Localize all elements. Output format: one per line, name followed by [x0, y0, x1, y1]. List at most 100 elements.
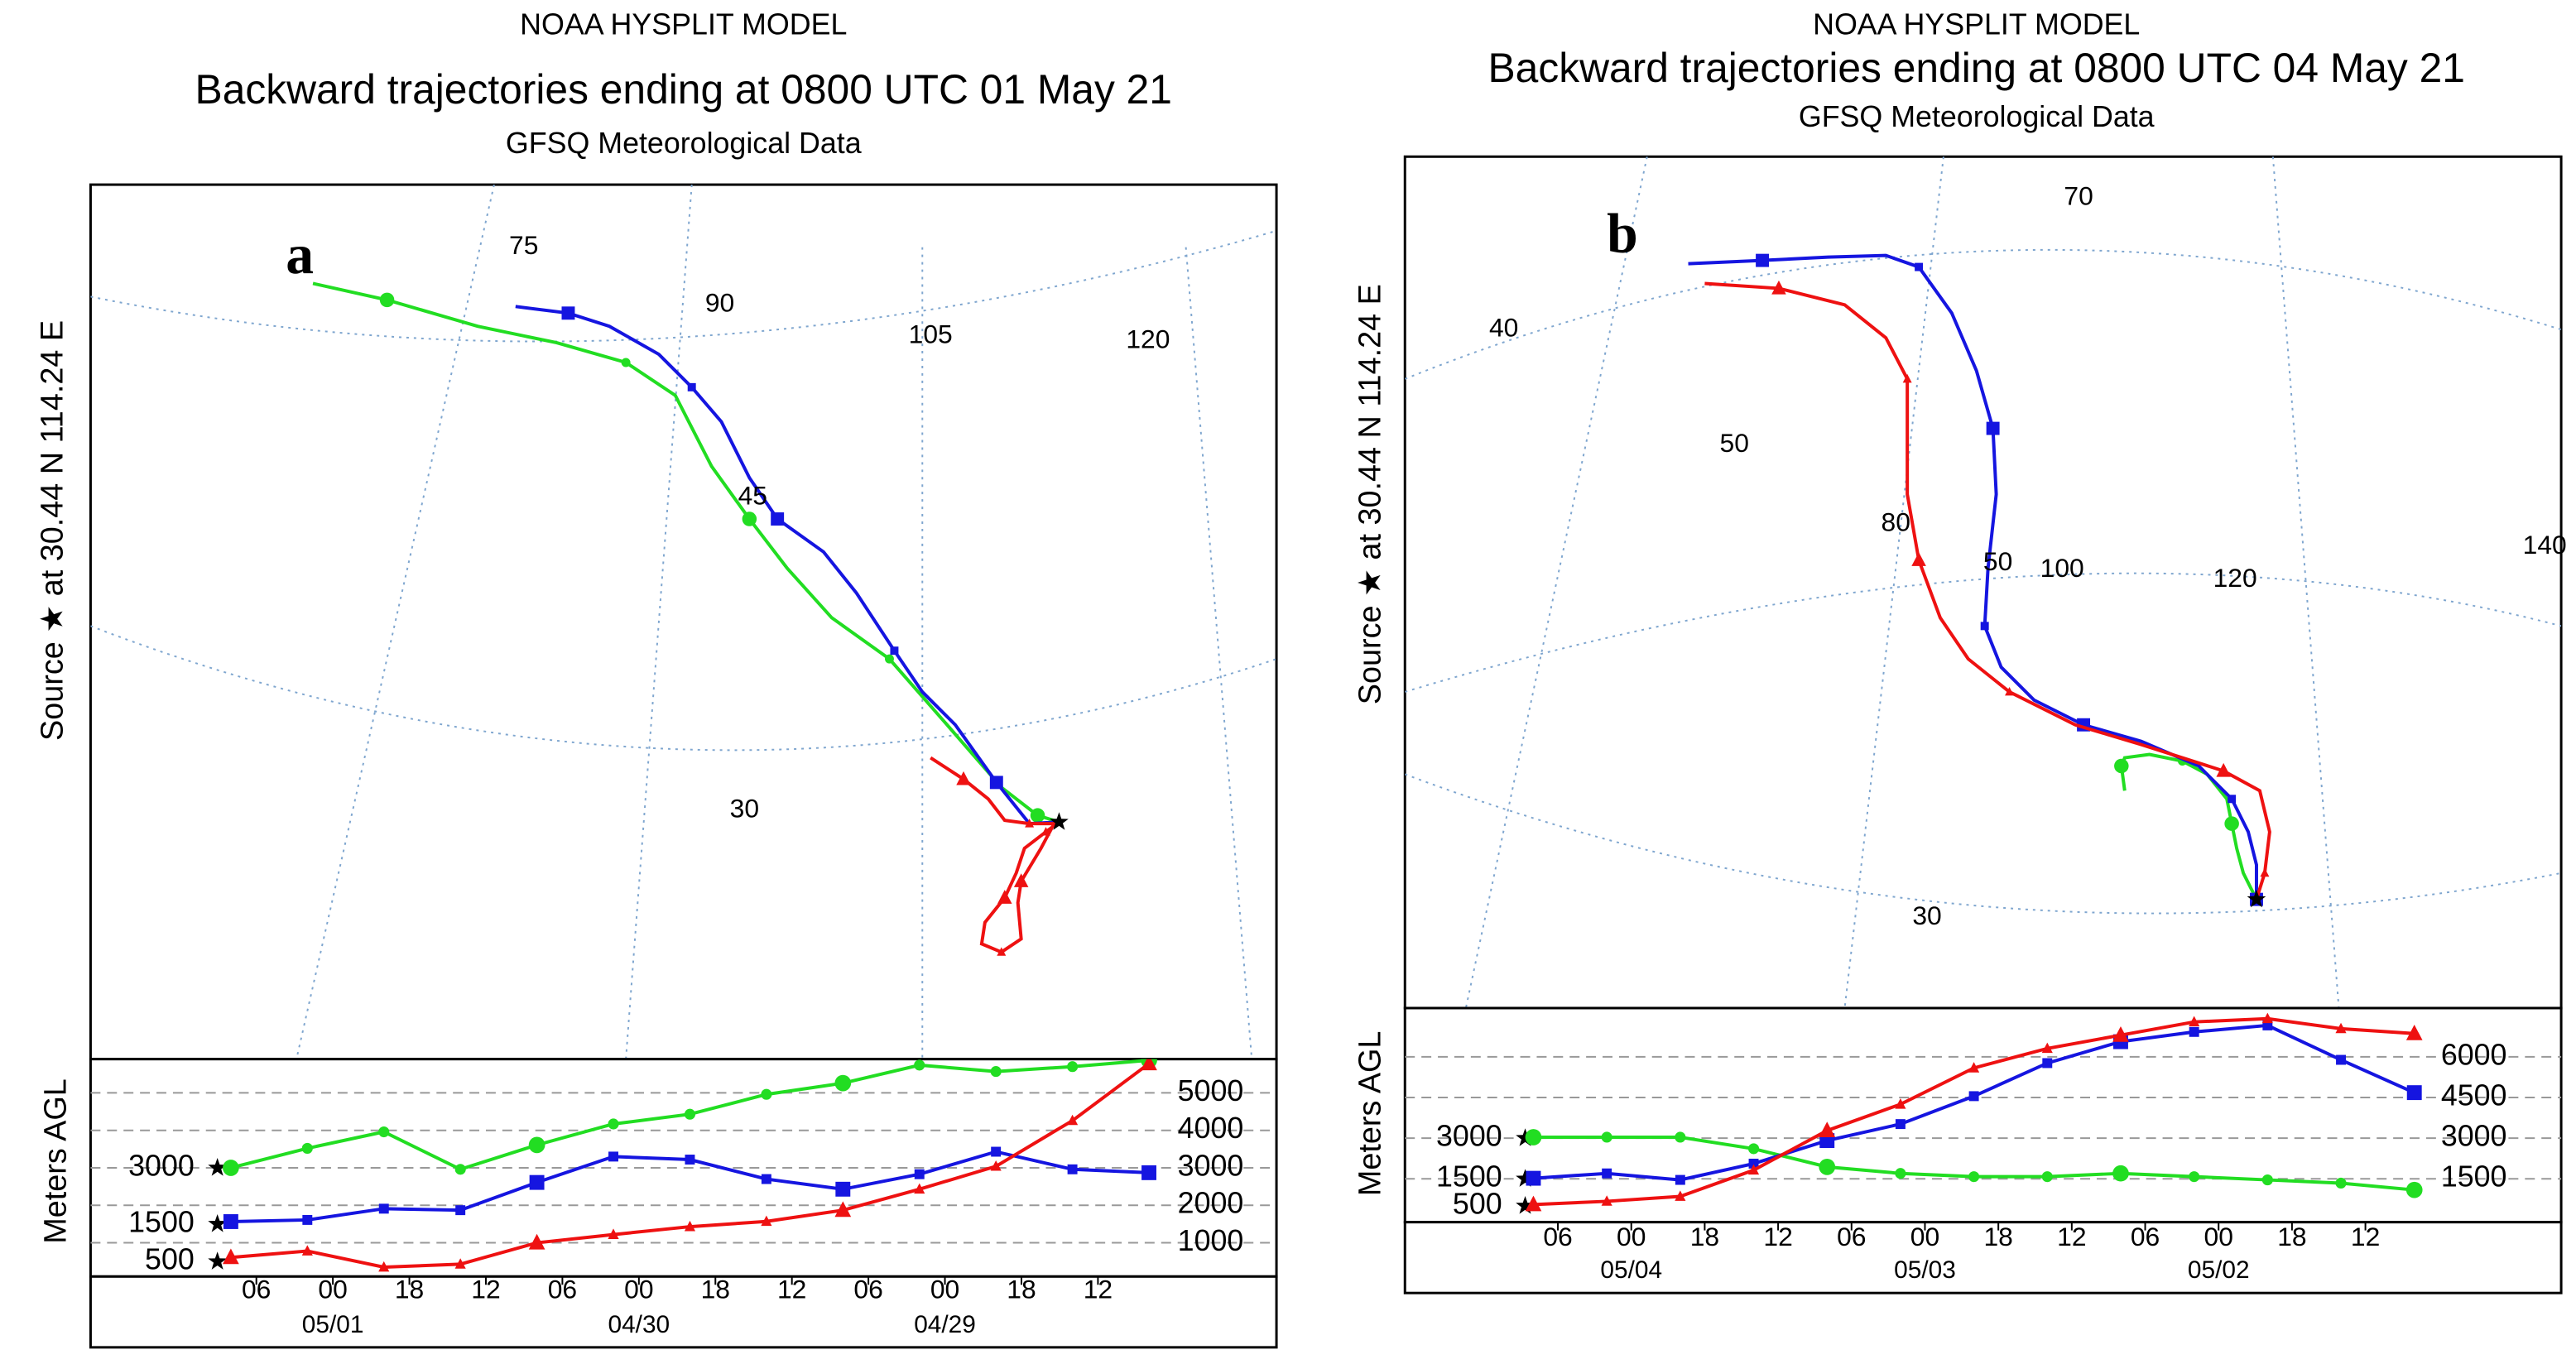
- trajectory: [930, 756, 1060, 954]
- marker: [2224, 816, 2239, 831]
- source-star: [2247, 889, 2266, 908]
- marker: [223, 1160, 239, 1176]
- marker: [1601, 1195, 1612, 1206]
- date-label: 05/01: [302, 1311, 364, 1338]
- marker: [2189, 1026, 2199, 1037]
- x-tick-label: 12: [2351, 1222, 2380, 1251]
- marker: [1675, 1190, 1686, 1201]
- x-tick-label: 06: [1837, 1222, 1866, 1251]
- map-label: 120: [2213, 563, 2257, 593]
- graticule: [1405, 773, 2562, 915]
- marker: [455, 1205, 466, 1216]
- height-plot: [223, 1059, 1157, 1272]
- marker: [997, 890, 1012, 904]
- marker: [301, 1142, 313, 1155]
- marker: [1141, 1165, 1156, 1180]
- marker: [2405, 1181, 2423, 1198]
- x-tick-label: 06: [548, 1275, 577, 1304]
- marker: [2261, 1174, 2273, 1186]
- start-height-label: 500: [1453, 1187, 1502, 1220]
- marker: [378, 1203, 389, 1214]
- x-tick-label: 18: [1690, 1222, 1719, 1251]
- marker: [223, 1214, 238, 1229]
- map-frame: [1403, 155, 2563, 1010]
- x-tick-label: 18: [395, 1275, 424, 1304]
- meteorology-label: GFSQ Meteorological Data: [1799, 100, 2155, 133]
- marker: [2335, 1022, 2347, 1034]
- start-height-label: 3000: [128, 1149, 195, 1182]
- marker: [454, 1258, 466, 1269]
- marker: [687, 382, 696, 391]
- marker: [561, 306, 575, 320]
- start-height-label: 500: [145, 1243, 195, 1276]
- graticule: [1405, 572, 2562, 693]
- marker: [2005, 686, 2014, 696]
- marker: [1141, 1059, 1157, 1071]
- marker: [2261, 1012, 2273, 1024]
- marker: [1980, 622, 1989, 631]
- map-label: 45: [738, 481, 767, 511]
- source-label: Source ★ at 30.44 N 114.24 E: [36, 320, 70, 741]
- x-tick-label: 00: [2204, 1222, 2233, 1251]
- marker: [1968, 1171, 1980, 1183]
- chart-title: NOAA HYSPLIT MODEL: [520, 8, 847, 41]
- start-height-label: 1500: [1436, 1160, 1502, 1194]
- chart-subtitle: Backward trajectories ending at 0800 UTC…: [195, 66, 1172, 113]
- x-tick-label: 12: [1763, 1222, 1792, 1251]
- y-tick-label: 6000: [2441, 1038, 2507, 1071]
- marker: [2405, 1025, 2423, 1040]
- marker: [1895, 1098, 1906, 1109]
- graticule: [2271, 156, 2340, 1008]
- marker: [2262, 1020, 2273, 1030]
- marker: [2189, 1016, 2200, 1027]
- marker: [1968, 1062, 1980, 1073]
- x-tick-label: 00: [1617, 1222, 1646, 1251]
- date-label: 05/04: [1600, 1256, 1662, 1284]
- marker: [914, 1169, 925, 1179]
- marker: [991, 1146, 1002, 1157]
- marker: [1041, 827, 1050, 836]
- marker: [2041, 1171, 2053, 1183]
- marker: [742, 512, 757, 526]
- x-tick-label: 00: [930, 1275, 959, 1304]
- marker: [1602, 1168, 1612, 1179]
- marker: [1030, 808, 1045, 823]
- y-axis-label: Meters AGL: [39, 1078, 74, 1244]
- x-tick-label: 18: [1007, 1275, 1036, 1304]
- map-label: 90: [705, 288, 734, 318]
- x-tick-label: 18: [1983, 1222, 2012, 1251]
- marker: [2336, 1054, 2347, 1065]
- chart-subtitle: Backward trajectories ending at 0800 UTC…: [1488, 45, 2465, 91]
- x-tick-label: 12: [471, 1275, 500, 1304]
- marker: [834, 1074, 852, 1092]
- marker: [1025, 819, 1035, 828]
- marker: [1747, 1164, 1760, 1175]
- start-height-label: 3000: [1436, 1120, 1502, 1153]
- map: [1405, 156, 2562, 1008]
- marker: [989, 776, 1003, 790]
- map-frame: [89, 183, 1278, 1061]
- x-tick-label: 18: [2277, 1222, 2306, 1251]
- marker: [454, 1164, 466, 1175]
- start-height-label: 1500: [128, 1205, 195, 1238]
- x-tick-label: 00: [1910, 1222, 1939, 1251]
- graticule: [1843, 156, 1944, 1008]
- marker: [914, 1183, 925, 1194]
- marker: [2112, 1025, 2129, 1042]
- marker: [1895, 1168, 1906, 1179]
- start-star: [1516, 1128, 1535, 1146]
- y-tick-label: 1500: [2441, 1160, 2507, 1194]
- date-label: 05/03: [1894, 1256, 1956, 1284]
- marker: [1013, 873, 1029, 887]
- marker: [990, 1160, 1002, 1171]
- marker: [1675, 1131, 1686, 1143]
- marker: [378, 1126, 390, 1138]
- marker: [621, 358, 631, 367]
- marker: [1915, 262, 1924, 271]
- date-label: 04/30: [608, 1311, 670, 1338]
- height-frame: [1403, 1006, 2563, 1224]
- map-label: 140: [2523, 530, 2567, 560]
- source-star: [1050, 812, 1069, 830]
- map-label: 120: [1126, 324, 1170, 354]
